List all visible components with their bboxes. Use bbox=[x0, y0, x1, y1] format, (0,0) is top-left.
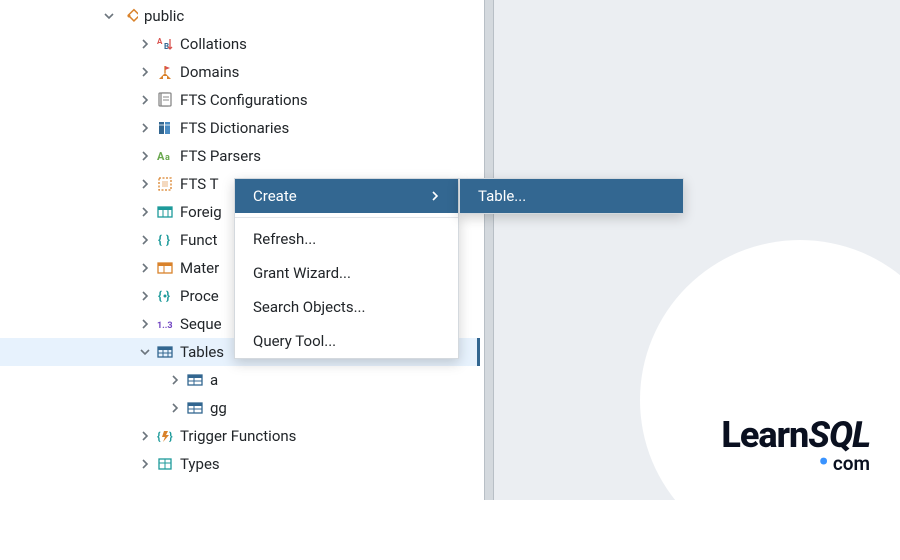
materialized-views-icon bbox=[156, 259, 174, 277]
logo-part1: Learn bbox=[721, 414, 808, 456]
menu-item-grant-wizard[interactable]: Grant Wizard... bbox=[235, 256, 458, 290]
chevron-right-icon[interactable] bbox=[138, 121, 152, 135]
tree-node-types[interactable]: Types bbox=[0, 450, 480, 478]
tree-node-label: Seque bbox=[180, 315, 222, 333]
schema-icon bbox=[120, 7, 138, 25]
tree-node-label: public bbox=[144, 7, 184, 25]
svg-text:{: { bbox=[158, 289, 162, 303]
svg-text:a: a bbox=[165, 153, 170, 163]
chevron-right-icon[interactable] bbox=[138, 289, 152, 303]
panel-divider[interactable] bbox=[484, 0, 494, 500]
tree-node-label: Domains bbox=[180, 63, 239, 81]
chevron-right-icon bbox=[430, 187, 440, 205]
table-icon bbox=[186, 371, 204, 389]
chevron-right-icon[interactable] bbox=[168, 373, 182, 387]
svg-text:A: A bbox=[157, 150, 165, 163]
svg-text:{: { bbox=[157, 430, 161, 443]
logo-tld: com bbox=[833, 452, 870, 475]
svg-text:B: B bbox=[164, 42, 169, 51]
tree-node-fts-dict[interactable]: FTS Dictionaries bbox=[0, 114, 480, 142]
context-menu: Create Refresh... Grant Wizard... Search… bbox=[234, 178, 459, 359]
chevron-right-icon[interactable] bbox=[138, 93, 152, 107]
chevron-right-icon[interactable] bbox=[138, 149, 152, 163]
svg-text:1..3: 1..3 bbox=[157, 321, 173, 331]
svg-text:{: { bbox=[158, 233, 162, 247]
tree-node-collations[interactable]: AB Collations bbox=[0, 30, 480, 58]
menu-item-search-objects[interactable]: Search Objects... bbox=[235, 290, 458, 324]
chevron-right-icon[interactable] bbox=[138, 317, 152, 331]
tree-node-table-gg[interactable]: gg bbox=[0, 394, 480, 422]
menu-item-refresh[interactable]: Refresh... bbox=[235, 222, 458, 256]
tree-node-fts-parsers[interactable]: Aa FTS Parsers bbox=[0, 142, 480, 170]
sequences-icon: 1..3 bbox=[156, 315, 174, 333]
table-icon bbox=[186, 399, 204, 417]
menu-item-label: Search Objects... bbox=[253, 298, 365, 316]
submenu-item-table[interactable]: Table... bbox=[460, 179, 683, 213]
foreign-tables-icon bbox=[156, 203, 174, 221]
menu-item-label: Refresh... bbox=[253, 230, 316, 248]
tree-node-public[interactable]: public bbox=[0, 2, 480, 30]
menu-item-label: Grant Wizard... bbox=[253, 264, 351, 282]
fts-templates-icon bbox=[156, 175, 174, 193]
chevron-right-icon[interactable] bbox=[168, 401, 182, 415]
menu-separator bbox=[235, 217, 458, 218]
chevron-right-icon[interactable] bbox=[138, 205, 152, 219]
context-submenu: Table... bbox=[459, 178, 684, 214]
tree-node-label: Tables bbox=[180, 343, 224, 361]
tree-node-label: FTS Parsers bbox=[180, 147, 261, 165]
tree-node-label: gg bbox=[210, 399, 227, 417]
tree-node-label: Collations bbox=[180, 35, 247, 53]
chevron-right-icon[interactable] bbox=[138, 261, 152, 275]
tree-node-label: Mater bbox=[180, 259, 219, 277]
domains-icon bbox=[156, 63, 174, 81]
logo: LearnSQL •com bbox=[721, 414, 870, 475]
logo-text: LearnSQL bbox=[721, 414, 870, 456]
tree-node-label: FTS Configurations bbox=[180, 91, 308, 109]
fts-dict-icon bbox=[156, 119, 174, 137]
tree-node-label: FTS T bbox=[180, 175, 219, 193]
svg-text:A: A bbox=[157, 37, 163, 46]
tree-node-domains[interactable]: Domains bbox=[0, 58, 480, 86]
tree-node-label: Proce bbox=[180, 287, 219, 305]
chevron-right-icon[interactable] bbox=[138, 65, 152, 79]
menu-item-label: Table... bbox=[478, 187, 526, 205]
tree-node-fts-config[interactable]: FTS Configurations bbox=[0, 86, 480, 114]
tree-node-label: Types bbox=[180, 455, 220, 473]
menu-item-label: Query Tool... bbox=[253, 332, 336, 350]
tree-node-label: Trigger Functions bbox=[180, 427, 296, 445]
chevron-right-icon[interactable] bbox=[138, 37, 152, 51]
tree-node-label: Foreig bbox=[180, 203, 222, 221]
trigger-functions-icon: {} bbox=[156, 427, 174, 445]
types-icon bbox=[156, 455, 174, 473]
svg-text:}: } bbox=[169, 430, 173, 443]
svg-text:}: } bbox=[166, 289, 170, 303]
tables-icon bbox=[156, 343, 174, 361]
chevron-right-icon[interactable] bbox=[138, 429, 152, 443]
fts-parsers-icon: Aa bbox=[156, 147, 174, 165]
functions-icon: {} bbox=[156, 231, 174, 249]
procedures-icon: {} bbox=[156, 287, 174, 305]
chevron-right-icon[interactable] bbox=[138, 457, 152, 471]
chevron-right-icon[interactable] bbox=[138, 233, 152, 247]
chevron-down-icon[interactable] bbox=[102, 9, 116, 23]
menu-item-query-tool[interactable]: Query Tool... bbox=[235, 324, 458, 358]
menu-item-create[interactable]: Create bbox=[235, 179, 458, 213]
svg-text:}: } bbox=[166, 233, 170, 247]
tree-node-label: FTS Dictionaries bbox=[180, 119, 289, 137]
chevron-down-icon[interactable] bbox=[138, 345, 152, 359]
tree-node-label: a bbox=[210, 371, 218, 389]
tree-node-trigger-functions[interactable]: {} Trigger Functions bbox=[0, 422, 480, 450]
fts-config-icon bbox=[156, 91, 174, 109]
tree-node-table-a[interactable]: a bbox=[0, 366, 480, 394]
collations-icon: AB bbox=[156, 35, 174, 53]
chevron-right-icon[interactable] bbox=[138, 177, 152, 191]
logo-dot: • bbox=[818, 445, 829, 480]
menu-item-label: Create bbox=[253, 187, 297, 205]
tree-node-label: Funct bbox=[180, 231, 217, 249]
